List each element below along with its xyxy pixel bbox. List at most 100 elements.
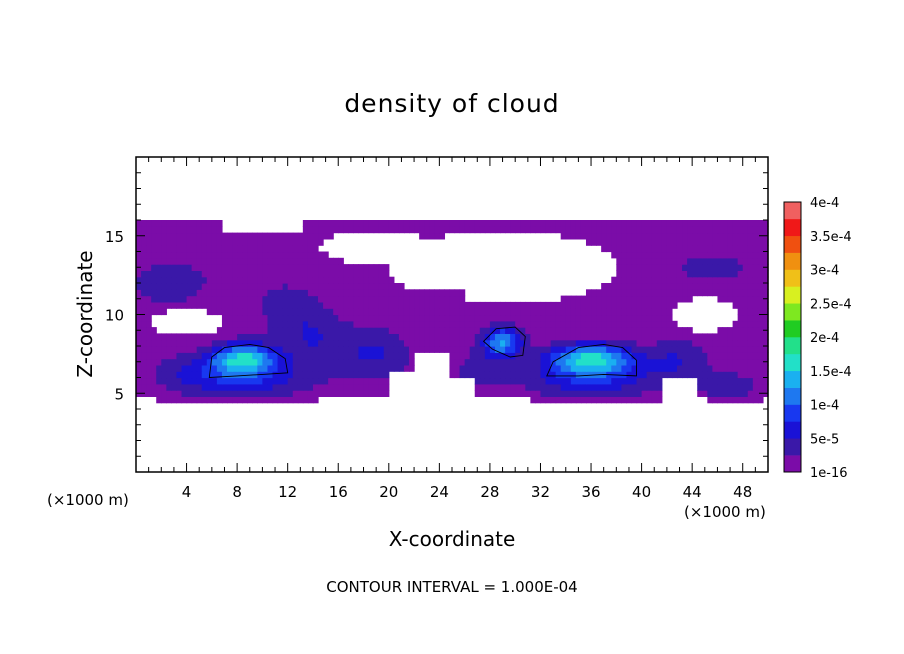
field-cell <box>383 220 390 227</box>
colorbar-segment <box>784 370 801 388</box>
field-cell <box>181 245 188 253</box>
field-cell <box>257 257 263 265</box>
field-cell <box>378 371 385 379</box>
field-cell <box>272 377 279 385</box>
field-cell <box>186 283 193 290</box>
field-cell <box>277 314 284 322</box>
field-cell <box>378 352 385 360</box>
field-cell <box>373 346 380 353</box>
field-cell <box>267 333 274 341</box>
field-cell <box>555 371 562 379</box>
field-cell <box>292 295 299 303</box>
field-cell <box>338 339 344 347</box>
field-cell <box>363 264 370 271</box>
field-cell <box>611 390 617 397</box>
field-cell <box>272 283 279 290</box>
field-cell <box>221 276 228 284</box>
field-cell <box>722 383 729 391</box>
field-cell <box>307 220 314 227</box>
field-cell <box>525 333 531 341</box>
field-cell <box>151 245 157 253</box>
field-cell <box>318 352 324 360</box>
field-cell <box>510 226 516 234</box>
field-cell <box>358 276 365 284</box>
field-cell <box>692 238 698 246</box>
field-cell <box>606 339 612 347</box>
field-cell <box>181 289 188 297</box>
field-cell <box>141 245 147 253</box>
field-cell <box>434 314 440 322</box>
field-cell <box>232 289 238 297</box>
field-cell <box>368 264 375 271</box>
field-cell <box>525 390 531 397</box>
field-cell <box>237 245 243 253</box>
field-cell <box>616 320 622 328</box>
field-cell <box>312 226 319 234</box>
field-cell <box>282 270 289 278</box>
field-cell <box>297 251 304 259</box>
field-cell <box>156 383 162 391</box>
field-cell <box>136 245 142 253</box>
field-cell <box>494 333 501 341</box>
field-cell <box>166 396 172 404</box>
field-cell <box>176 226 183 234</box>
field-cell <box>570 320 577 328</box>
field-cell <box>697 220 703 227</box>
field-cell <box>762 251 769 259</box>
field-cell <box>257 333 263 341</box>
field-cell <box>459 308 466 316</box>
field-cell <box>459 289 466 297</box>
field-cell <box>656 383 663 391</box>
field-cell <box>272 364 279 372</box>
field-cell <box>656 314 663 322</box>
field-cell <box>737 339 744 347</box>
field-cell <box>641 333 648 341</box>
field-cell <box>398 314 405 322</box>
field-cell <box>247 289 253 297</box>
field-cell <box>500 358 506 366</box>
field-cell <box>176 352 183 360</box>
field-cell <box>257 289 263 297</box>
field-cell <box>383 270 390 278</box>
field-cell <box>585 390 592 397</box>
field-cell <box>262 295 269 303</box>
field-cell <box>227 276 233 284</box>
field-cell <box>651 289 658 297</box>
field-cell <box>702 346 708 353</box>
field-cell <box>479 377 486 385</box>
field-cell <box>525 339 531 347</box>
field-cell <box>282 251 289 259</box>
field-cell <box>752 383 759 391</box>
field-cell <box>727 289 734 297</box>
field-cell <box>323 251 329 259</box>
field-cell <box>181 333 188 341</box>
field-cell <box>666 232 673 240</box>
field-cell <box>146 364 152 372</box>
field-cell <box>732 396 739 404</box>
field-cell <box>262 377 269 385</box>
colorbar-label: 4e-4 <box>810 196 839 211</box>
field-cell <box>631 383 638 391</box>
field-cell <box>555 390 562 397</box>
field-cell <box>747 301 754 309</box>
field-cell <box>323 377 329 385</box>
field-cell <box>196 238 203 246</box>
field-cell <box>596 364 602 372</box>
field-cell <box>323 358 329 366</box>
field-cell <box>297 346 304 353</box>
field-cell <box>510 383 516 391</box>
x-tick-label: 16 <box>329 483 348 501</box>
field-cell <box>318 346 324 353</box>
field-cell <box>272 232 279 240</box>
field-cell <box>722 232 729 240</box>
field-cell <box>363 346 370 353</box>
colorbar-segment <box>784 303 801 321</box>
field-cell <box>626 270 633 278</box>
field-cell <box>580 327 587 334</box>
field-cell <box>555 220 562 227</box>
field-cell <box>206 226 213 234</box>
field-cell <box>211 257 218 265</box>
field-cell <box>737 383 744 391</box>
field-cell <box>575 390 582 397</box>
field-cell <box>676 251 683 259</box>
